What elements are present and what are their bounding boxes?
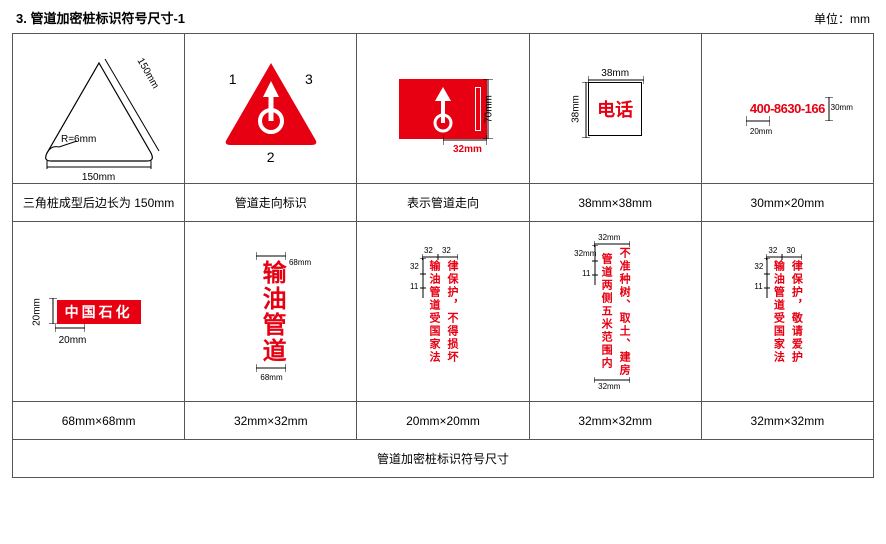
page-title: 3. 管道加密桩标识符号尺寸-1 (16, 8, 185, 27)
dim-label: 32 (754, 262, 763, 271)
hotline-text: 400-8630-166 (750, 101, 825, 116)
warning-col: 不准种树、取土、建房 (616, 247, 632, 377)
dim-label: 20mm (750, 127, 772, 136)
caption: 管道走向标识 (185, 184, 357, 222)
arrow-up-icon (429, 83, 457, 135)
cell-logo: 中国石化 20mm 20mm (13, 222, 185, 402)
unit-label: 单位：mm (814, 10, 870, 27)
warning-col: 管道两侧五米范围内 (598, 247, 614, 377)
cell-phone-box: 电话 38mm 38mm (529, 34, 701, 184)
caption: 32mm×32mm (529, 402, 701, 440)
sinopec-logo-icon: 中国石化 (57, 300, 141, 324)
header: 3. 管道加密桩标识符号尺寸-1 单位：mm (12, 8, 874, 27)
table-row: 150mm 150mm R=6mm 1 3 2 (13, 34, 874, 184)
pipe-vertical-text: 输油管道 (256, 260, 285, 364)
dim-label: 68mm (289, 258, 311, 267)
cell-warning-1: 输油管道受国家法 律保护，不得损坏 32 32 32 11 (357, 222, 529, 402)
dim-label: 32mm (453, 144, 482, 155)
dim-label: 150mm (82, 172, 115, 183)
caption: 20mm×20mm (357, 402, 529, 440)
corner-label: 1 (229, 71, 237, 87)
table-row: 三角桩成型后边长为 150mm 管道走向标识 表示管道走向 38mm×38mm … (13, 184, 874, 222)
cell-direction-triangle: 1 3 2 (185, 34, 357, 184)
caption: 68mm×68mm (13, 402, 185, 440)
dim-label: 11 (754, 282, 762, 291)
phone-box-icon: 电话 (588, 82, 642, 136)
warning-col: 输油管道受国家法 (426, 260, 442, 364)
cell-triangle-outline: 150mm 150mm R=6mm (13, 34, 185, 184)
spec-table: 150mm 150mm R=6mm 1 3 2 (12, 33, 874, 478)
dim-label: R=6mm (61, 134, 96, 145)
footer-caption: 管道加密桩标识符号尺寸 (13, 440, 874, 478)
cell-direction-rect: 70mm 32mm (357, 34, 529, 184)
dim-label: 32 (410, 262, 419, 271)
table-row: 68mm×68mm 32mm×32mm 20mm×20mm 32mm×32mm … (13, 402, 874, 440)
cell-hotline: 400-8630-166 20mm 30mm (701, 34, 873, 184)
cell-pipe-vertical: 输油管道 68mm 68mm (185, 222, 357, 402)
table-row: 管道加密桩标识符号尺寸 (13, 440, 874, 478)
dim-label: 11 (410, 282, 418, 291)
red-rect-icon (399, 79, 487, 139)
table-row: 中国石化 20mm 20mm 输油管道 68mm 68mm (13, 222, 874, 402)
caption: 38mm×38mm (529, 184, 701, 222)
cell-warning-2: 管道两侧五米范围内 不准种树、取土、建房 32mm 32mm 11 32mm (529, 222, 701, 402)
caption: 表示管道走向 (357, 184, 529, 222)
dim-label: 20mm (31, 298, 42, 326)
dim-label: 32mm (598, 382, 620, 391)
caption: 32mm×32mm (185, 402, 357, 440)
dim-label: 38mm (571, 95, 582, 123)
logo-text: 中国石化 (65, 304, 133, 320)
dim-label: 11 (582, 269, 590, 278)
warning-col: 律保护，敬请爱护 (788, 260, 804, 364)
corner-label: 2 (267, 149, 275, 165)
phone-label: 电话 (597, 96, 633, 122)
corner-label: 3 (305, 71, 313, 87)
caption: 三角桩成型后边长为 150mm (13, 184, 185, 222)
warning-col: 输油管道受国家法 (770, 260, 786, 364)
dim-label: 30mm (831, 103, 853, 112)
cell-warning-3: 输油管道受国家法 律保护，敬请爱护 32 30 32 11 (701, 222, 873, 402)
caption: 30mm×20mm (701, 184, 873, 222)
warning-col: 律保护，不得损坏 (444, 260, 460, 364)
dim-label: 68mm (260, 373, 282, 382)
caption: 32mm×32mm (701, 402, 873, 440)
dim-label: 20mm (59, 335, 87, 346)
